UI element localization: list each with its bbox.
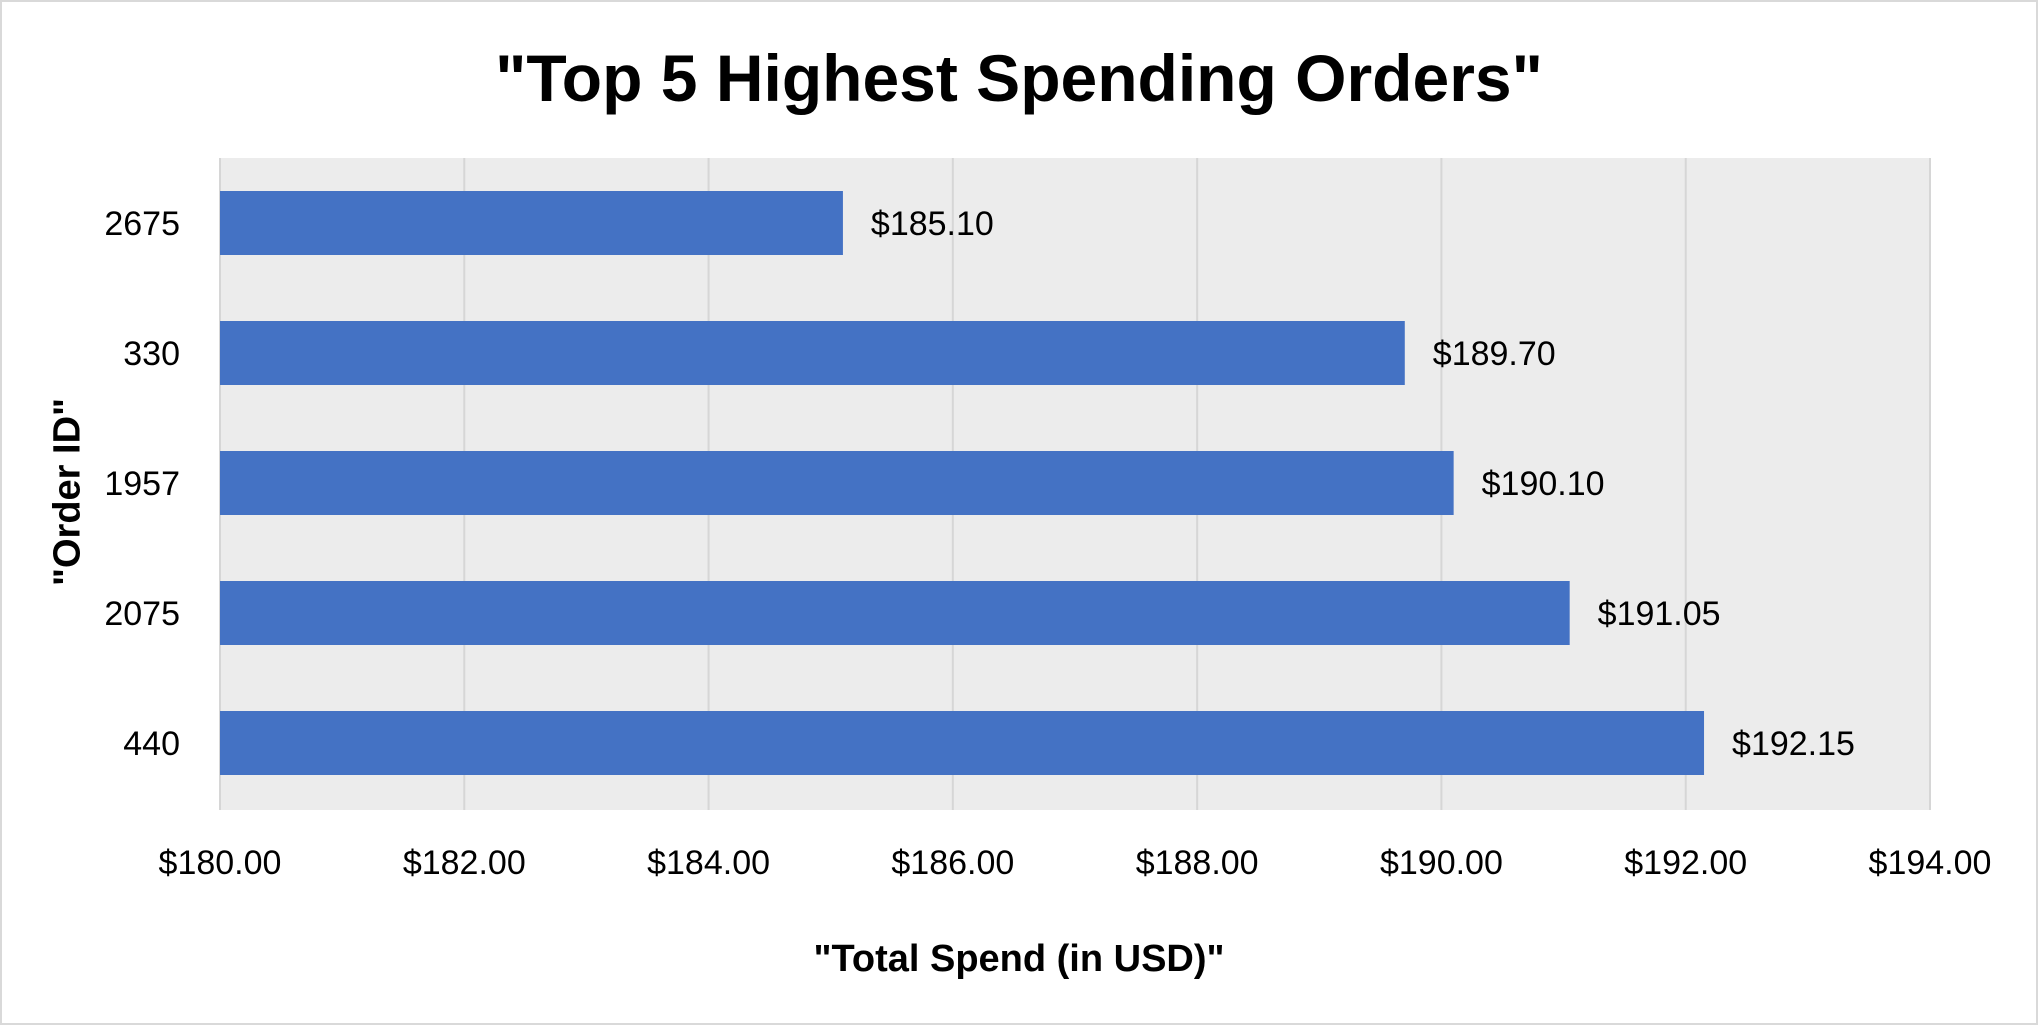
category-label: 2075 (104, 595, 180, 633)
bar (220, 321, 1405, 385)
category-label: 1957 (104, 465, 180, 503)
x-tick-label: $180.00 (159, 844, 282, 882)
bar (220, 581, 1570, 645)
x-tick-label: $192.00 (1624, 844, 1747, 882)
data-label: $192.15 (1732, 725, 1855, 763)
bar (220, 711, 1705, 775)
x-tick-label: $190.00 (1380, 844, 1503, 882)
data-label: $190.10 (1482, 465, 1605, 503)
data-label: $191.05 (1598, 595, 1721, 633)
x-tick-label: $186.00 (891, 844, 1014, 882)
chart-title: "Top 5 Highest Spending Orders" (495, 41, 1543, 115)
category-label: 440 (123, 725, 180, 763)
x-tick-label: $182.00 (403, 844, 526, 882)
x-tick-label: $194.00 (1869, 844, 1992, 882)
bar (220, 191, 843, 255)
x-tick-label: $184.00 (647, 844, 770, 882)
category-label: 2675 (104, 205, 180, 243)
x-tick-label: $188.00 (1136, 844, 1259, 882)
bar (220, 451, 1454, 515)
x-axis-label: "Total Spend (in USD)" (813, 938, 1225, 980)
data-label: $185.10 (871, 205, 994, 243)
category-label: 330 (123, 335, 180, 373)
data-label: $189.70 (1433, 335, 1556, 373)
